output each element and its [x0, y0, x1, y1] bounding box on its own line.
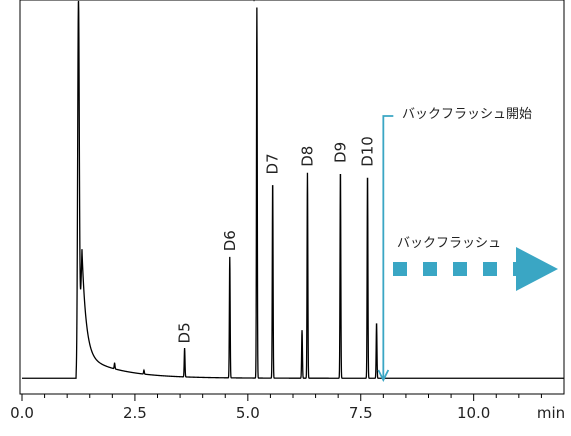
backflush-start-line: [382, 115, 394, 378]
x-tick-label: 0.0: [10, 404, 34, 422]
peak-label: D5: [176, 322, 194, 343]
backflush-label: バックフラッシュ: [397, 236, 501, 251]
x-axis-label: min: [537, 404, 565, 422]
backflush-dash: [453, 262, 467, 276]
trace-line: [22, 0, 564, 379]
chromatogram-trace: [22, 0, 564, 379]
backflush-dash: [483, 262, 497, 276]
peak-labels: D5 D6 tetradecane D7 D8 D9 D10: [176, 0, 377, 343]
peak-label: D10: [359, 136, 377, 167]
backflush-arrowhead: [516, 247, 558, 291]
x-tick-label: 7.5: [349, 404, 373, 422]
backflush-dash: [393, 262, 407, 276]
plot-frame: [19, 0, 565, 395]
x-tick-label: 5.0: [236, 404, 260, 422]
x-tick-label: 10.0: [457, 404, 490, 422]
peak-label: D6: [221, 230, 239, 251]
peak-label: D7: [264, 153, 282, 174]
backflush-dash: [423, 262, 437, 276]
backflush-start-arrowhead: [377, 369, 390, 383]
x-axis-ticks: 0.0 2.5 5.0 7.5 10.0: [10, 394, 542, 422]
backflush-annotations: バックフラッシュ開始 バックフラッシュ: [377, 107, 558, 383]
backflush-start-label: バックフラッシュ開始: [402, 107, 532, 122]
x-tick-label: 2.5: [123, 404, 147, 422]
peak-label: D8: [298, 146, 316, 167]
peak-label: D9: [331, 142, 349, 163]
peak-label: tetradecane: [248, 0, 266, 2]
